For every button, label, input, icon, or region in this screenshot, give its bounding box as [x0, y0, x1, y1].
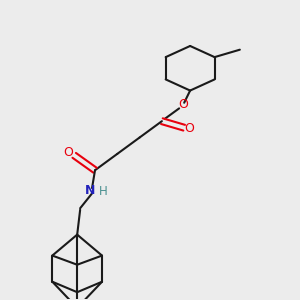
Text: O: O — [184, 122, 194, 135]
Text: O: O — [178, 98, 188, 111]
Text: N: N — [85, 184, 96, 197]
Text: H: H — [99, 185, 108, 198]
Text: O: O — [63, 146, 73, 159]
